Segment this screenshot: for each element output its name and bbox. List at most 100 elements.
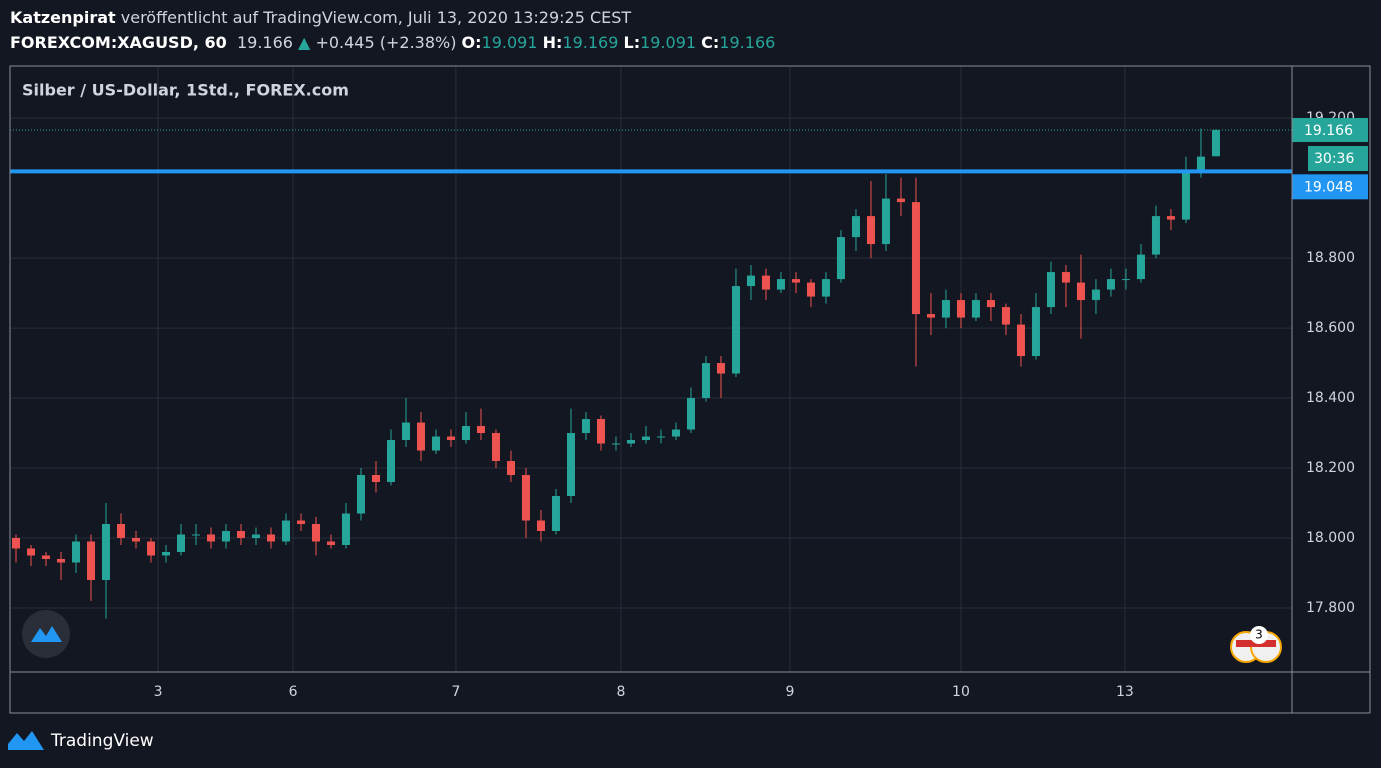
candle-body xyxy=(596,419,605,444)
y-tick-label: 19.200 xyxy=(1306,110,1355,126)
candle-body xyxy=(221,530,230,542)
candle-body xyxy=(431,436,440,451)
candle-body xyxy=(746,275,755,287)
candle-body xyxy=(1181,170,1190,220)
candle-body xyxy=(491,433,500,462)
candle-body xyxy=(176,534,185,552)
candle-body xyxy=(521,475,530,521)
x-tick-label: 9 xyxy=(786,684,795,700)
event-flag[interactable] xyxy=(1230,631,1262,663)
candle-body xyxy=(506,461,515,476)
l-label: L: xyxy=(623,33,641,52)
symbol: FOREXCOM:XAGUSD, 60 xyxy=(10,33,227,52)
candle-body xyxy=(806,282,815,297)
candle-body xyxy=(266,534,275,542)
candle-body xyxy=(1091,289,1100,301)
candle-body xyxy=(131,537,140,542)
candle-body xyxy=(626,440,635,444)
candle-body xyxy=(161,551,170,556)
candle-body xyxy=(791,279,800,283)
candle-body xyxy=(416,422,425,451)
candle-body xyxy=(341,513,350,545)
candle-body xyxy=(686,398,695,430)
logo-button[interactable] xyxy=(22,610,70,658)
candle-body xyxy=(896,198,905,203)
y-tick-label: 18.000 xyxy=(1306,530,1355,546)
open: 19.091 xyxy=(481,33,538,52)
candle-body xyxy=(1136,254,1145,280)
candle-body xyxy=(1196,156,1205,171)
candle-body xyxy=(71,541,80,563)
candle-body xyxy=(311,523,320,542)
change: +0.445 (+2.38%) xyxy=(315,33,457,52)
last-price-label: 19.166 xyxy=(1304,123,1353,139)
candle-body xyxy=(101,523,110,580)
candle-body xyxy=(551,496,560,531)
candle-body xyxy=(971,300,980,318)
candle-body xyxy=(1016,324,1025,357)
candle-body xyxy=(1121,279,1130,281)
candle-body xyxy=(476,426,485,434)
candle-body xyxy=(386,440,395,483)
logo-icon xyxy=(31,626,62,642)
close: 19.166 xyxy=(719,33,776,52)
candle-body xyxy=(356,475,365,514)
x-tick-label: 10 xyxy=(952,684,970,700)
frame xyxy=(9,65,1371,714)
candle-body xyxy=(821,279,830,297)
candle-body xyxy=(1046,272,1055,308)
candle-body xyxy=(956,300,965,318)
candle-body xyxy=(671,429,680,437)
candle-body xyxy=(611,443,620,445)
candle-body xyxy=(866,216,875,245)
candle-body xyxy=(881,198,890,245)
candle-body xyxy=(236,530,245,538)
badge-count: 3 xyxy=(1255,628,1263,642)
candle-body xyxy=(1031,307,1040,357)
y-tick-label: 18.200 xyxy=(1306,460,1355,476)
chart-title: Silber / US-Dollar, 1Std., FOREX.com xyxy=(22,81,349,100)
candle-body xyxy=(146,541,155,556)
candle-body xyxy=(911,202,920,315)
high: 19.169 xyxy=(562,33,619,52)
candle-body xyxy=(41,555,50,559)
candle-body xyxy=(536,520,545,531)
candle-body xyxy=(1151,216,1160,255)
candle-body xyxy=(1166,216,1175,220)
candle-body xyxy=(116,523,125,538)
candle-body xyxy=(641,436,650,441)
c-label: C: xyxy=(701,33,720,52)
candle-body xyxy=(761,275,770,290)
last-price: 19.166 xyxy=(236,33,293,52)
candle-body xyxy=(26,548,35,556)
candle-body xyxy=(401,422,410,441)
candle-body xyxy=(1076,282,1085,301)
low: 19.091 xyxy=(640,33,697,52)
y-tick-label: 18.800 xyxy=(1306,250,1355,266)
candle-body xyxy=(191,534,200,536)
candle-body xyxy=(86,541,95,580)
countdown-tag xyxy=(1308,146,1368,172)
candle-body xyxy=(56,558,65,563)
published: veröffentlicht auf TradingView.com, Juli… xyxy=(120,8,632,27)
candle-body xyxy=(941,300,950,318)
footer-logo xyxy=(8,731,44,750)
candle-body xyxy=(1001,307,1010,325)
candle-body xyxy=(926,314,935,318)
event-flag[interactable] xyxy=(1250,631,1282,663)
up-arrow: ▲ xyxy=(298,33,311,52)
candle-body xyxy=(296,520,305,524)
candle-body xyxy=(1061,272,1070,283)
x-tick-label: 7 xyxy=(451,684,460,700)
countdown: 30:36 xyxy=(1314,151,1354,167)
o-label: O: xyxy=(461,33,482,52)
author: Katzenpirat xyxy=(10,8,116,27)
candle-body xyxy=(446,436,455,441)
candle-body xyxy=(461,426,470,441)
candle-body xyxy=(851,216,860,238)
footer-brand: TradingView xyxy=(50,731,154,751)
x-tick-label: 8 xyxy=(616,684,625,700)
candle-body xyxy=(836,237,845,280)
candle-body xyxy=(731,286,740,374)
